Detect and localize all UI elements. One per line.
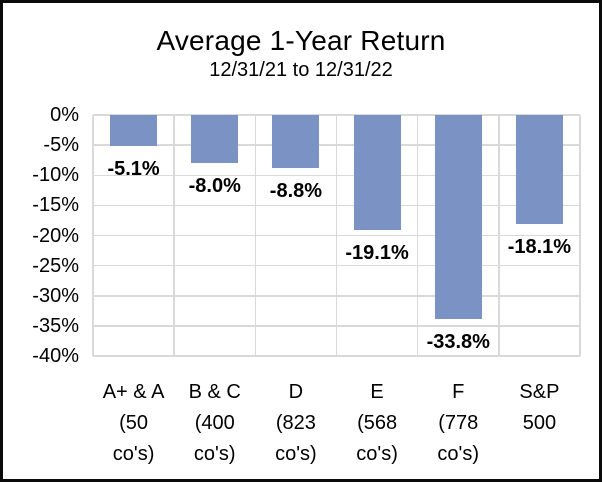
x-category-line: D: [288, 381, 304, 403]
y-tick-label: -20%: [32, 224, 79, 247]
x-category-line: co's): [437, 443, 480, 465]
x-category-line: (400: [194, 412, 235, 434]
x-category-line: A+ & A: [102, 381, 165, 403]
gridline-h: [93, 355, 580, 357]
gridline-v: [254, 115, 257, 356]
x-category-line: (778: [438, 412, 479, 434]
bar-label: -18.1%: [507, 236, 572, 259]
x-category-label: S&P 500: [499, 377, 580, 439]
x-category-line: F: [452, 381, 465, 403]
y-tick-label: 0%: [50, 104, 79, 126]
x-category-label: A+ & A (50 co's): [93, 377, 174, 470]
x-category-line: (568: [357, 412, 398, 434]
y-tick-label: -25%: [32, 254, 79, 277]
bar-label: -19.1%: [345, 242, 409, 265]
x-category-label: B & C (400 co's): [174, 377, 255, 470]
y-tick-label: -10%: [32, 164, 79, 187]
bar-label: -8.8%: [269, 180, 323, 203]
gridline-v: [173, 115, 175, 356]
y-tick-label: -40%: [32, 345, 79, 367]
bar: [353, 115, 401, 231]
x-category-line: S&P: [519, 381, 560, 403]
x-category-label: D (823 co's): [255, 377, 336, 470]
x-category-label: F (778 co's): [418, 377, 499, 470]
x-category-line: 500: [522, 412, 557, 434]
chart-subtitle: 12/31/21 to 12/31/22: [209, 59, 393, 81]
x-category-label: E (568 co's): [337, 377, 418, 470]
x-category-line: E: [370, 381, 384, 403]
x-category-line: co's): [275, 443, 317, 465]
gridline-v: [335, 115, 338, 356]
x-category-line: co's): [193, 443, 236, 465]
bar-label: -33.8%: [426, 330, 490, 353]
bar: [191, 115, 239, 164]
x-category-line: co's): [356, 443, 398, 465]
gridline-v: [416, 115, 419, 356]
gridline-v: [579, 115, 581, 356]
x-category-line: B & C: [188, 381, 241, 403]
bar: [110, 115, 158, 146]
gridline-v: [92, 115, 94, 356]
chart-title: Average 1-Year Return: [156, 25, 446, 56]
bar: [272, 115, 320, 169]
y-tick-label: -15%: [32, 194, 79, 217]
gridline-v: [498, 115, 500, 356]
x-category-line: (50: [119, 412, 149, 434]
x-category-line: (823: [275, 412, 316, 434]
bar: [434, 115, 482, 319]
x-category-line: co's): [112, 443, 155, 465]
bar: [515, 115, 563, 225]
bar-label: -8.0%: [188, 175, 241, 198]
y-tick-label: -30%: [32, 284, 79, 307]
y-tick-label: -5%: [43, 134, 79, 157]
y-tick-label: -35%: [32, 314, 79, 337]
bar-label: -5.1%: [107, 157, 160, 180]
